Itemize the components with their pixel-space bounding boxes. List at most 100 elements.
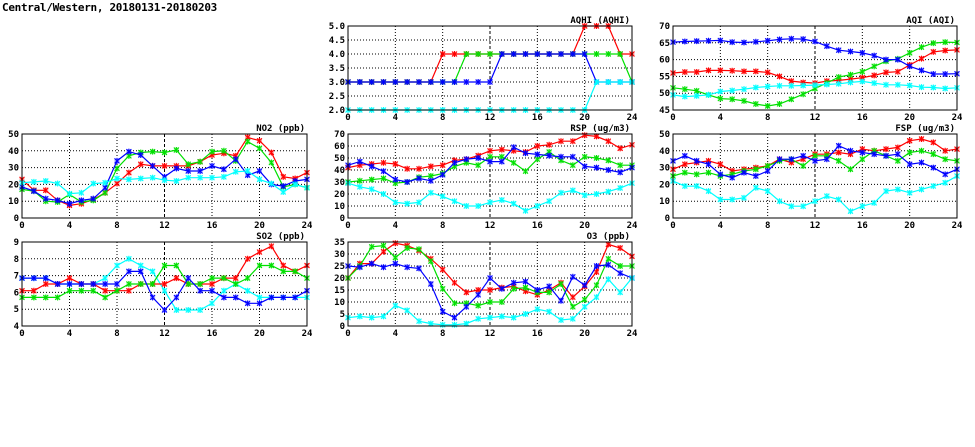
data-point [78,287,85,294]
data-point [292,181,298,188]
data-point [31,287,37,294]
data-point [126,268,132,275]
data-point [764,69,771,76]
data-point [256,249,263,256]
x-tick-label: 4 [67,221,73,231]
data-point [66,190,73,197]
data-point [268,149,275,156]
x-tick-label: 16 [532,113,543,123]
data-point [380,79,387,85]
data-point [392,176,399,183]
plot-frame [672,25,958,111]
data-point [788,35,795,42]
data-point [221,294,227,301]
data-point [593,155,600,161]
data-point [197,287,203,294]
y-tick-label: 0 [14,214,19,224]
data-point [617,245,624,251]
data-point [906,49,913,56]
x-tick-label: 0 [345,221,350,231]
data-point [569,138,576,145]
data-point [930,84,937,91]
data-point [522,278,529,285]
data-point [823,156,830,163]
data-point [54,294,61,301]
y-tick-label: 40 [659,147,670,157]
data-point [380,242,387,249]
data-point [416,165,422,172]
plot-frame [347,133,633,219]
data-point [617,51,624,57]
data-point [681,69,688,76]
data-point [280,262,287,269]
data-point [78,281,85,287]
x-tick-label: 8 [114,329,119,339]
data-point [918,147,925,154]
data-point [906,189,913,196]
data-point [280,188,287,195]
data-point [569,153,576,160]
data-point [605,261,612,268]
data-point [161,262,168,269]
data-point [31,178,37,185]
data-point [185,167,192,174]
y-tick-label: 4.5 [329,36,345,46]
data-point [681,86,688,93]
data-point [823,193,830,200]
data-point [729,96,736,103]
data-point [498,158,505,165]
plot-frame [347,241,633,327]
data-point [764,37,771,44]
data-point [126,255,132,262]
x-tick-label: 12 [159,221,170,231]
data-point [729,174,736,181]
data-point [149,268,156,275]
x-tick-label: 0 [670,221,675,231]
y-tick-label: 5 [340,310,345,320]
data-point [894,81,901,88]
data-point [90,180,97,187]
data-point [835,47,842,54]
data-point [42,275,49,282]
data-point [232,156,239,163]
data-point [705,91,712,98]
data-point [185,161,192,168]
data-point [475,291,482,298]
data-point [416,199,422,206]
data-point [392,161,399,167]
data-point [66,287,73,294]
y-tick-label: 0 [340,214,345,224]
data-point [54,281,61,287]
data-point [126,281,132,287]
data-point [776,156,783,163]
data-point [451,279,458,286]
data-point [463,289,470,296]
data-point [244,167,251,174]
data-point [126,176,132,183]
y-tick-label: 10 [8,197,19,207]
data-point [439,79,446,85]
x-tick-label: 12 [485,221,496,231]
data-point [221,275,227,282]
data-point [605,79,612,85]
data-point [752,166,759,173]
data-point [617,289,624,296]
data-point [788,96,795,103]
data-point [392,302,399,309]
series-1 [670,39,960,109]
x-tick-label: 24 [952,221,963,231]
data-point [368,79,375,85]
data-point [487,275,493,281]
data-point [705,37,712,44]
data-point [256,167,263,174]
y-tick-label: 30 [334,178,345,188]
data-point [114,287,120,294]
data-point [185,307,192,314]
data-point [416,175,422,182]
data-point [42,178,49,185]
data-point [463,303,470,310]
data-point [102,184,108,191]
data-point [54,180,61,187]
data-point [847,48,854,55]
